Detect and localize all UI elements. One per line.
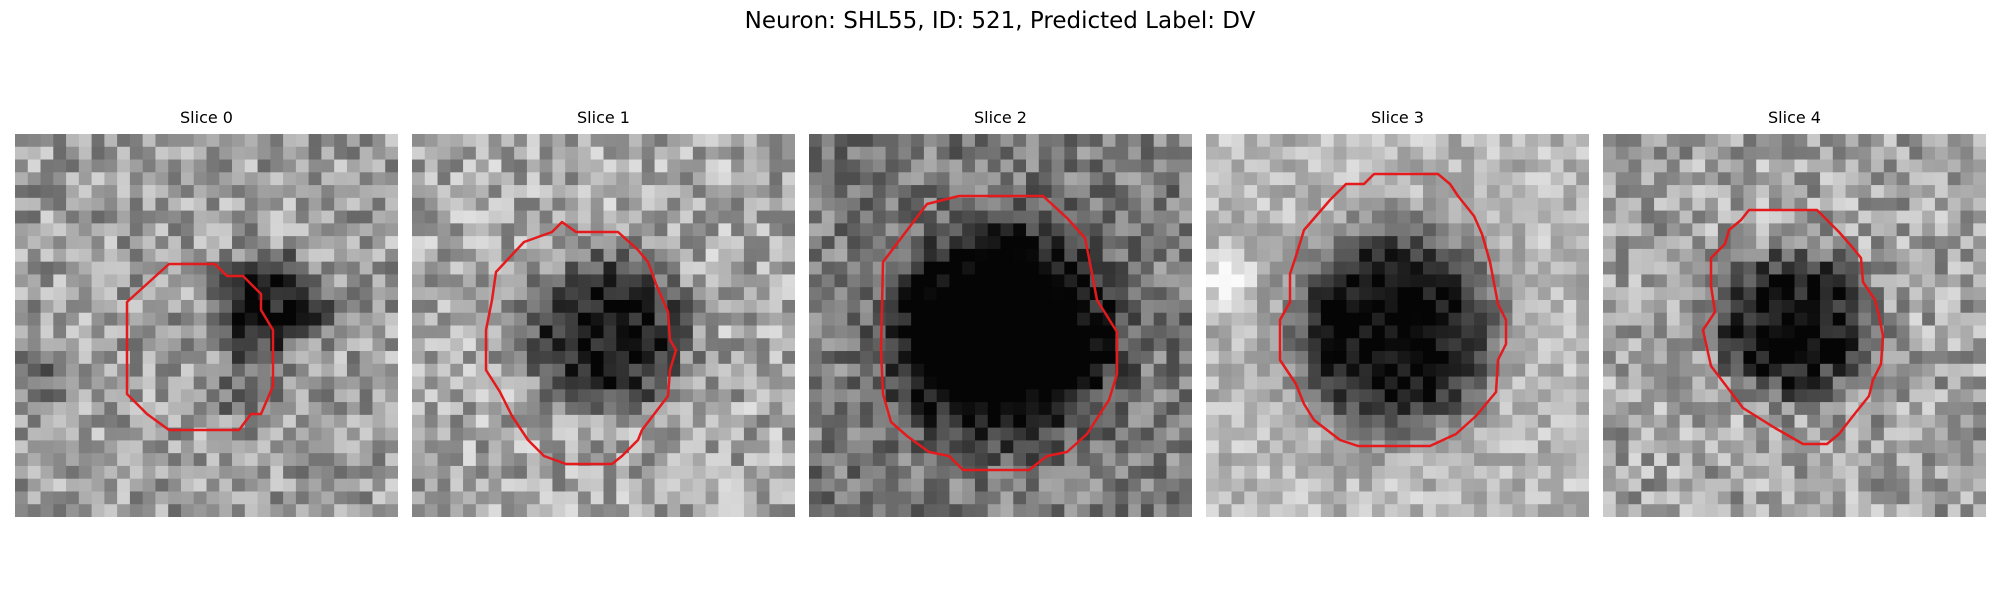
slice-title: Slice 2 [974, 108, 1027, 127]
slice-image [1206, 134, 1589, 517]
slice-title: Slice 1 [577, 108, 630, 127]
roi-outline [1278, 172, 1508, 448]
slice-title: Slice 4 [1768, 108, 1821, 127]
slice-image [412, 134, 795, 517]
figure-title: Neuron: SHL55, ID: 521, Predicted Label:… [744, 8, 1256, 34]
slice-image [15, 134, 398, 517]
roi-outline [484, 220, 678, 466]
slice-title: Slice 3 [1371, 108, 1424, 127]
roi-outline [1701, 208, 1885, 446]
slice-title: Slice 0 [180, 108, 233, 127]
slice-image [1603, 134, 1986, 517]
roi-outline [125, 262, 275, 432]
roi-outline [879, 194, 1119, 472]
slice-image [809, 134, 1192, 517]
